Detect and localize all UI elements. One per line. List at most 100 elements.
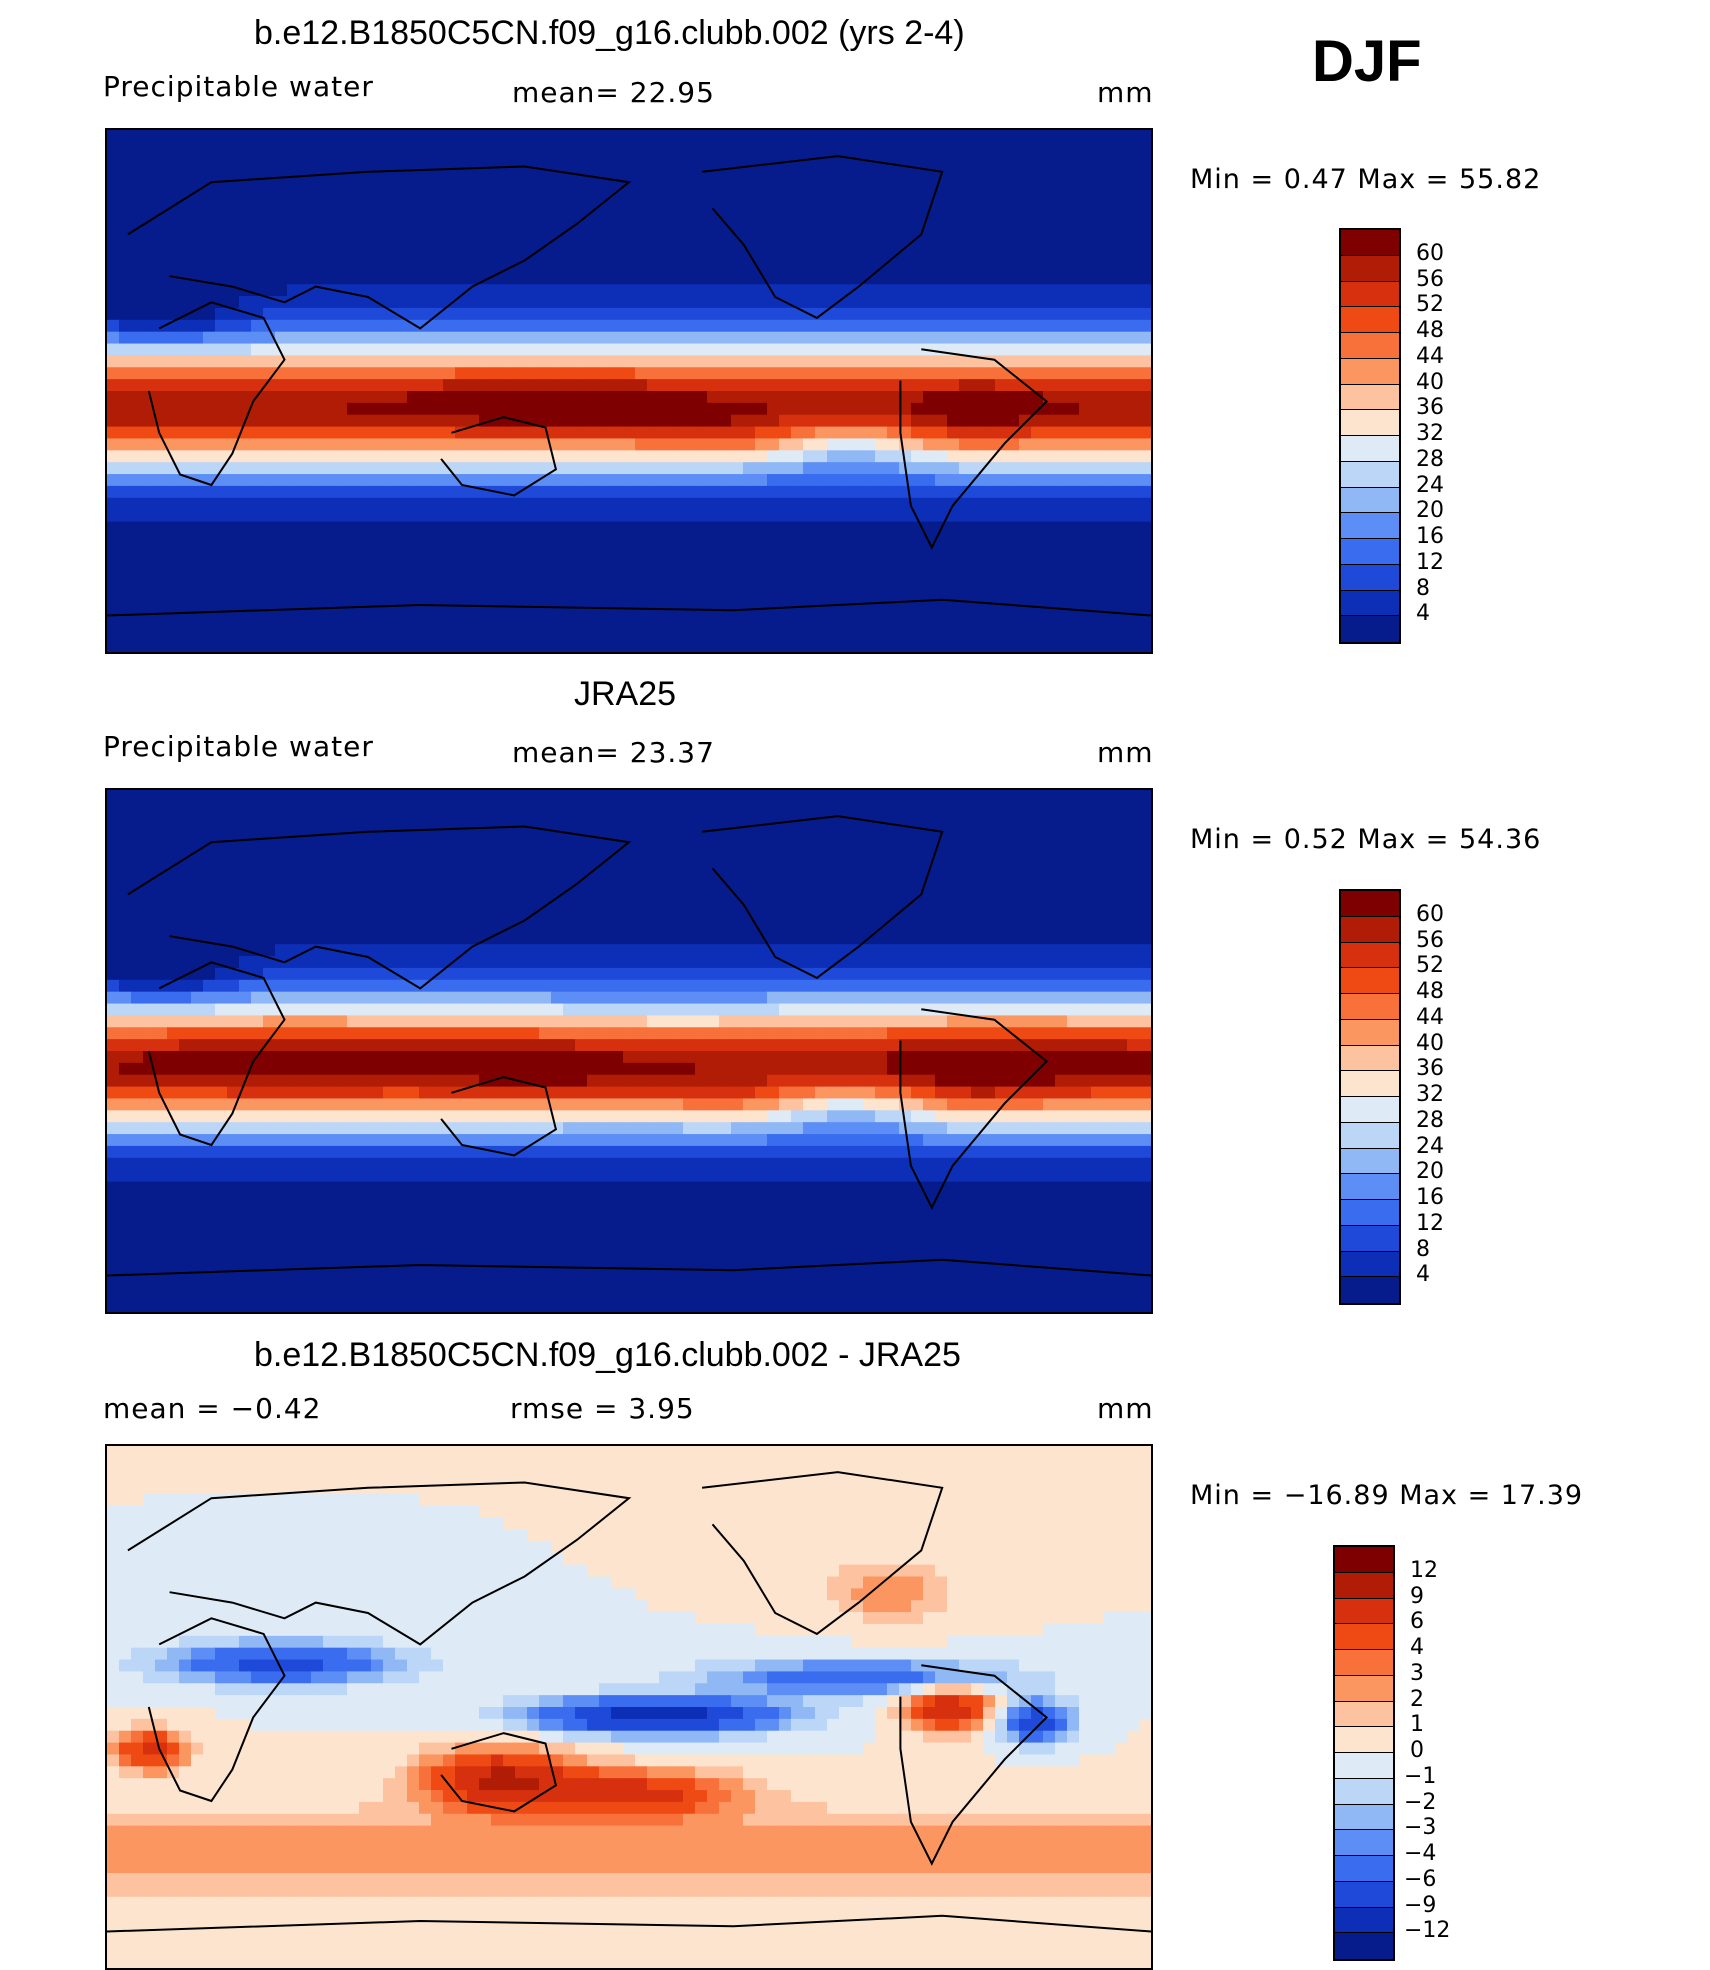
field-cell [467, 248, 480, 262]
field-cell [383, 849, 396, 862]
field-cell [287, 260, 300, 273]
field-cell [539, 307, 552, 321]
field-cell [779, 201, 792, 214]
field-cell [683, 790, 696, 803]
field-cell [311, 790, 324, 803]
field-cell [203, 616, 216, 629]
field-cell [623, 825, 636, 839]
field-cell [995, 331, 1008, 345]
field-cell [1115, 414, 1128, 428]
field-cell [587, 236, 600, 250]
field-cell [1007, 801, 1020, 815]
field-cell [791, 307, 804, 321]
field-cell [179, 521, 192, 534]
field-cell [1055, 402, 1068, 416]
field-cell [491, 201, 504, 214]
field-cell [935, 402, 948, 416]
field-cell [371, 462, 384, 475]
field-cell [491, 307, 504, 321]
field-cell [863, 640, 876, 652]
field-cell [1007, 521, 1020, 534]
field-cell [239, 153, 252, 167]
field-cell [659, 391, 672, 404]
field-cell [755, 873, 768, 886]
field-cell [863, 177, 876, 190]
field-cell [179, 189, 192, 202]
field-cell [719, 189, 732, 202]
field-cell [323, 450, 336, 463]
field-cell [215, 568, 228, 582]
field-cell [515, 801, 528, 815]
field-cell [107, 426, 120, 440]
field-cell [263, 462, 276, 475]
field-cell [299, 130, 312, 143]
field-cell [275, 849, 288, 862]
field-cell [227, 248, 240, 262]
field-cell [119, 331, 132, 345]
field-cell [119, 426, 132, 440]
field-cell [935, 213, 948, 226]
field-cell [875, 616, 888, 629]
field-cell [995, 568, 1008, 582]
field-cell [611, 414, 624, 428]
field-cell [671, 462, 684, 475]
field-cell [839, 920, 852, 933]
field-cell [467, 260, 480, 273]
field-cell [443, 414, 456, 428]
field-cell [119, 849, 132, 862]
panel-1-variable-label: Precipitable water [103, 70, 374, 103]
field-cell [395, 837, 408, 850]
field-cell [1115, 343, 1128, 357]
field-cell [491, 391, 504, 404]
field-cell [959, 236, 972, 250]
field-cell [611, 825, 624, 839]
field-cell [779, 568, 792, 582]
field-cell [1127, 177, 1140, 190]
field-cell [311, 884, 324, 898]
field-cell [1055, 236, 1068, 250]
field-cell [587, 260, 600, 273]
field-cell [683, 462, 696, 475]
field-cell [671, 485, 684, 499]
field-cell [1139, 130, 1151, 143]
field-cell [1127, 391, 1140, 404]
field-cell [107, 343, 120, 357]
field-cell [527, 236, 540, 250]
field-cell [635, 474, 648, 487]
field-cell [743, 367, 756, 380]
field-cell [935, 236, 948, 250]
field-cell [1139, 873, 1151, 886]
field-cell [1127, 640, 1140, 652]
field-cell [119, 873, 132, 886]
field-cell [215, 521, 228, 534]
field-cell [131, 272, 144, 285]
field-cell [671, 224, 684, 238]
field-cell [455, 908, 468, 922]
field-cell [167, 379, 180, 392]
field-cell [875, 604, 888, 618]
field-cell [515, 533, 528, 546]
field-cell [527, 450, 540, 463]
field-cell [443, 367, 456, 380]
field-cell [275, 474, 288, 487]
field-cell [1043, 379, 1056, 392]
field-cell [107, 177, 120, 190]
field-cell [335, 189, 348, 202]
field-cell [911, 402, 924, 416]
field-cell [815, 896, 828, 910]
field-cell [827, 319, 840, 333]
field-cell [1139, 343, 1151, 357]
field-cell [215, 545, 228, 558]
field-cell [203, 873, 216, 886]
field-cell [623, 790, 636, 803]
field-cell [515, 189, 528, 202]
field-cell [491, 884, 504, 898]
field-cell [1139, 616, 1151, 629]
field-cell [563, 296, 576, 309]
field-cell [263, 825, 276, 839]
field-cell [1091, 414, 1104, 428]
field-cell [779, 474, 792, 487]
field-cell [335, 272, 348, 285]
field-cell [1019, 284, 1032, 297]
field-cell [647, 153, 660, 167]
